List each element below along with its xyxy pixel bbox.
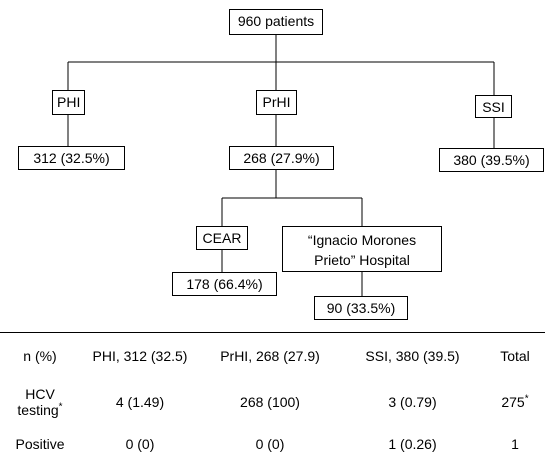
- table-cell: 3 (0.79): [388, 394, 437, 410]
- root-box: 960 patients: [229, 9, 323, 35]
- table-cell: 268 (100): [240, 394, 300, 410]
- ssi-box: SSI: [475, 95, 512, 118]
- row-label: Positive: [0, 426, 80, 462]
- header-cell: PHI, 312 (32.5): [92, 347, 188, 364]
- table-cell: 4 (1.49): [115, 394, 165, 410]
- row-label-line-2: testing: [17, 402, 59, 418]
- row-label-line-1: HCV: [25, 386, 55, 402]
- hospital-line-1: “Ignacio Morones: [307, 232, 417, 248]
- header-cell: SSI, 380 (39.5): [365, 347, 460, 364]
- total-value: 275: [501, 394, 525, 410]
- hospital-line-2: Prieto” Hospital: [314, 252, 410, 268]
- table-cell: 0 (0): [255, 436, 285, 452]
- ssi-count-box: 380 (39.5%): [439, 148, 544, 172]
- phi-count-box: 312 (32.5%): [18, 146, 125, 170]
- header-cell: Total: [500, 347, 530, 364]
- asterisk-mark: *: [524, 393, 529, 405]
- prhi-count-box: 268 (27.9%): [229, 146, 334, 170]
- cear-box: CEAR: [196, 226, 248, 250]
- cear-count-box: 178 (66.4%): [172, 272, 277, 296]
- table-top-rule: [0, 332, 545, 333]
- header-cell: n (%): [23, 347, 57, 364]
- table-cell: 0 (0): [125, 436, 155, 452]
- asterisk-mark: *: [58, 401, 63, 413]
- hcv-results-table: n (%) PHI, 312 (32.5) PrHI, 268 (27.9) S…: [0, 333, 545, 462]
- phi-box: PHI: [52, 90, 85, 115]
- patient-flow-diagram: 960 patients PHI PrHI SSI 312 (32.5%) 26…: [18, 9, 544, 320]
- prhi-box: PrHI: [256, 90, 297, 115]
- table-row: HCV testing* 4 (1.49) 268 (100) 3 (0.79)…: [0, 378, 545, 426]
- table-cell: 1 (0.26): [388, 436, 437, 452]
- table-row: Positive 0 (0) 0 (0) 1 (0.26) 1: [0, 426, 545, 462]
- row-label-line-1: Positive: [15, 436, 65, 452]
- table-header-row: n (%) PHI, 312 (32.5) PrHI, 268 (27.9) S…: [0, 333, 545, 378]
- connector-lines: [67, 35, 495, 296]
- table-cell: 1: [511, 436, 519, 452]
- table-cell: 275*: [485, 378, 545, 426]
- header-cell: PrHI, 268 (27.9): [220, 347, 320, 364]
- hospital-count-box: 90 (33.5%): [314, 296, 408, 320]
- row-label: HCV testing*: [0, 378, 80, 426]
- hospital-box: “Ignacio Morones Prieto” Hospital: [282, 226, 442, 272]
